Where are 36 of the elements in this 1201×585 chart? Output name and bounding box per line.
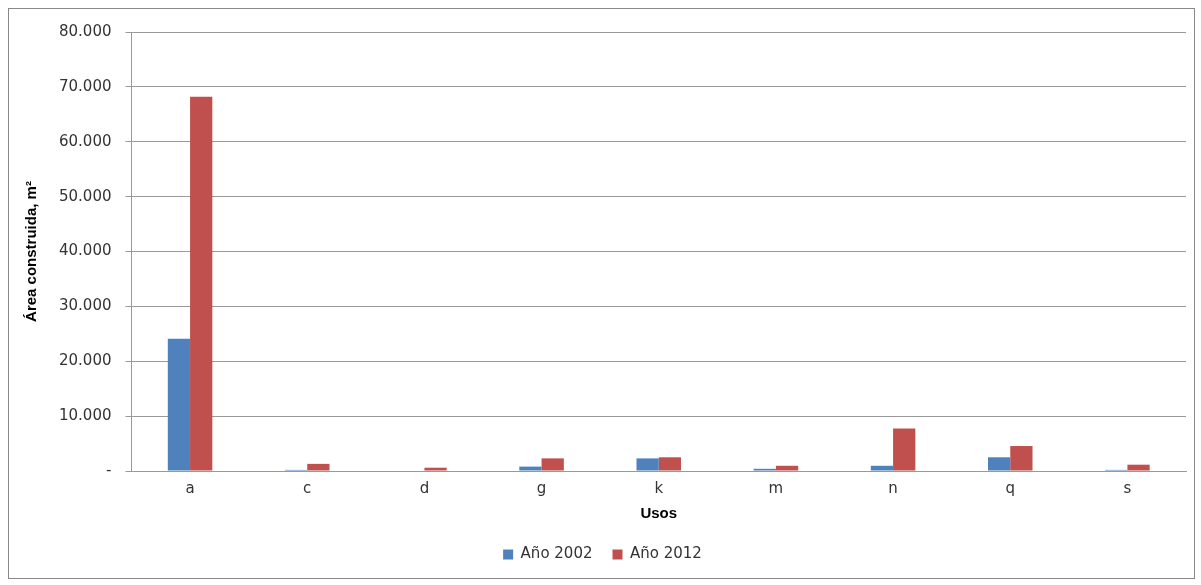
y-tick-label: 80.000 (58, 21, 112, 40)
y-tick-label: 20.000 (58, 351, 112, 370)
bar (658, 457, 682, 471)
bar (775, 465, 799, 471)
x-axis-title: Usos (640, 504, 678, 522)
bar (541, 458, 564, 471)
bar (1127, 464, 1150, 471)
y-tick-label: 30.000 (58, 296, 112, 315)
x-tick-label: q (1005, 478, 1016, 497)
legend-label: Año 2002 (520, 544, 593, 563)
legend-label: Año 2012 (630, 544, 702, 563)
y-tick-label: - (106, 460, 112, 479)
bar (307, 463, 330, 471)
y-axis-title: Área construida, m² (22, 181, 40, 322)
y-tick-label: 40.000 (58, 241, 112, 260)
y-tick-label: 10.000 (58, 406, 112, 425)
x-tick-label: s (1123, 478, 1132, 497)
bar (987, 457, 1011, 471)
x-tick-label: c (303, 478, 312, 497)
x-tick-label: m (768, 478, 784, 497)
x-tick-label: k (654, 478, 664, 497)
bar (636, 458, 659, 471)
x-tick-label: a (185, 478, 195, 497)
bar (519, 466, 542, 471)
y-tick-label: 60.000 (58, 131, 112, 150)
y-tick-label: 50.000 (58, 186, 112, 205)
x-tick-label: n (888, 478, 898, 497)
bar (1010, 446, 1033, 471)
bar (870, 465, 894, 471)
y-tick-label: 70.000 (58, 76, 112, 95)
bar (167, 338, 191, 471)
bar (893, 428, 916, 471)
x-tick-label: g (536, 478, 547, 497)
bar (190, 96, 213, 471)
bar (424, 467, 447, 471)
x-tick-label: d (419, 478, 430, 497)
